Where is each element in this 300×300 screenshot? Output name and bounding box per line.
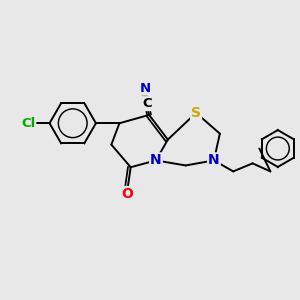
Text: Cl: Cl [21, 117, 35, 130]
Text: O: O [121, 187, 133, 201]
Text: C: C [142, 97, 152, 110]
Text: N: N [140, 82, 151, 95]
Text: S: S [191, 106, 201, 120]
Text: N: N [150, 153, 162, 167]
Text: N: N [208, 153, 220, 167]
